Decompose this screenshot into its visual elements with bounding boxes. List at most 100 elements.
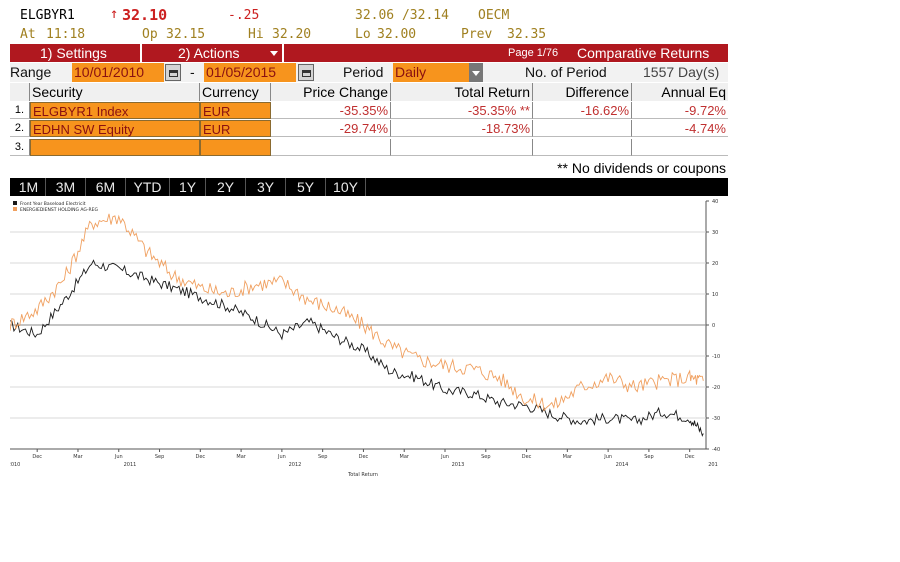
price-change-cell [271,139,391,156]
period-10y-button[interactable]: 10Y [326,178,366,196]
calendar-icon[interactable] [165,64,181,81]
y-tick-label: -30 [712,416,720,422]
currency-field[interactable]: EUR [200,102,271,119]
screen-title: Comparative Returns [577,45,710,61]
header-annual-eq: Annual Eq [632,83,728,101]
security-field[interactable]: EDHN SW Equity [30,120,200,137]
toolbar-divider [282,44,284,62]
year-label: 2012 [289,462,302,468]
total-return-cell: -35.35% ** [391,102,533,119]
source: OECM [478,8,510,23]
at-time: 11:18 [46,27,86,42]
period-6m-button[interactable]: 6M [86,178,126,196]
period-ytd-button[interactable]: YTD [126,178,170,196]
currency-field[interactable]: EUR [200,120,271,137]
chart-background [10,197,728,477]
period-dropdown-button[interactable] [469,63,483,82]
low-value: 32.00 [377,27,417,42]
up-arrow-icon: ↑ [110,6,119,22]
prev-label: Prev [461,27,493,42]
x-tick-label: Mar [236,454,246,460]
header-num-col [10,83,30,101]
settings-button[interactable]: 1) Settings [40,45,107,61]
low-label: Lo [355,27,371,42]
row-number: 3. [10,139,30,156]
series-line-1 [10,259,704,437]
row-number: 2. [10,120,30,137]
series-line-2 [10,213,704,412]
x-tick-label: Sep [481,454,490,460]
y-tick-label: -40 [712,447,720,453]
x-tick-label: Dec [522,454,532,460]
total-return-cell: -18.73% [391,120,533,137]
difference-cell: -16.62% [533,102,632,119]
chevron-down-icon[interactable] [270,51,278,56]
chevron-down-icon [472,71,480,76]
annual-eq-cell: -4.74% [632,120,728,137]
x-tick-label: Dec [195,454,205,460]
y-tick-label: 0 [712,323,715,329]
range-dash: - [190,64,195,80]
year-label: 2010 [10,462,20,468]
x-tick-label: Jun [277,454,286,460]
end-date-input[interactable]: 01/05/2015 [204,63,296,82]
header-security: Security [30,83,200,101]
period-bar [10,178,728,196]
last-price: 32.10 [122,6,168,24]
x-tick-label: Jun [440,454,449,460]
y-tick-label: 10 [712,292,718,298]
footnote: ** No dividends or coupons [557,160,726,176]
page-indicator: Page 1/76 [508,47,559,59]
total-return-cell [391,139,533,156]
toolbar-divider [140,44,142,62]
x-tick-label: Mar [563,454,573,460]
at-label: At [20,27,36,42]
period-1y-button[interactable]: 1Y [170,178,206,196]
currency-field[interactable] [200,139,271,156]
price-change-cell: -29.74% [271,120,391,137]
y-tick-label: -10 [712,354,720,360]
period-3m-button[interactable]: 3M [46,178,86,196]
year-label: 2013 [452,462,465,468]
legend-label: ENERGIEDIENST HOLDING AG-REG [20,207,98,213]
period-label: Period [343,64,384,80]
price-change-cell: -35.35% [271,102,391,119]
period-2y-button[interactable]: 2Y [206,178,246,196]
period-1m-button[interactable]: 1M [12,178,46,196]
security-field[interactable]: ELGBYR1 Index [30,102,200,119]
x-tick-label: Sep [318,454,327,460]
header-price-change: Price Change [271,83,391,101]
open-label: Op [142,27,158,42]
difference-cell [533,139,632,156]
annual-eq-cell [632,139,728,156]
x-tick-label: Dec [32,454,42,460]
open-value: 32.15 [166,27,206,42]
no-of-period-label: No. of Period [525,64,607,80]
security-field[interactable] [30,139,200,156]
row-number: 1. [10,102,30,119]
range-row [10,63,728,82]
difference-cell [533,120,632,137]
legend-swatch [13,207,17,211]
actions-button[interactable]: 2) Actions [178,45,240,61]
high-value: 32.20 [272,27,312,42]
x-tick-label: Mar [400,454,410,460]
price-change: -.25 [228,8,260,23]
x-tick-label: Jun [114,454,123,460]
period-select[interactable]: Daily [393,63,469,82]
header-total-return: Total Return [391,83,533,101]
period-5y-button[interactable]: 5Y [286,178,326,196]
range-label: Range [10,64,52,80]
period-3y-button[interactable]: 3Y [246,178,286,196]
start-date-input[interactable]: 10/01/2010 [72,63,164,82]
x-tick-label: Dec [359,454,369,460]
header-difference: Difference [533,83,632,101]
year-label: 2014 [616,462,629,468]
calendar-icon[interactable] [298,64,314,81]
y-tick-label: 40 [712,199,718,205]
high-label: Hi [248,27,264,42]
x-tick-label: Mar [73,454,83,460]
year-label: 2011 [124,462,137,468]
x-tick-label: Sep [644,454,653,460]
